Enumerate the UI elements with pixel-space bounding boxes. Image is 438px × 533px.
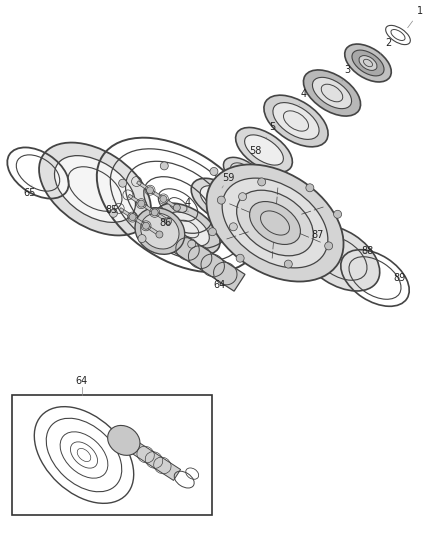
Text: 64: 64 bbox=[76, 376, 88, 386]
Ellipse shape bbox=[108, 425, 140, 455]
Polygon shape bbox=[128, 194, 141, 204]
Text: 85: 85 bbox=[106, 199, 118, 215]
Polygon shape bbox=[137, 181, 150, 191]
Circle shape bbox=[208, 228, 216, 236]
Text: 4: 4 bbox=[299, 89, 307, 104]
Ellipse shape bbox=[222, 178, 328, 268]
Circle shape bbox=[217, 196, 225, 204]
Circle shape bbox=[119, 179, 127, 187]
Text: 65: 65 bbox=[24, 185, 36, 198]
Ellipse shape bbox=[39, 142, 151, 236]
Polygon shape bbox=[133, 216, 146, 227]
Text: 88: 88 bbox=[362, 246, 374, 256]
Circle shape bbox=[146, 187, 153, 193]
Polygon shape bbox=[167, 231, 245, 291]
Text: 4: 4 bbox=[185, 198, 191, 212]
Circle shape bbox=[129, 214, 136, 221]
Circle shape bbox=[334, 210, 342, 219]
Text: 2: 2 bbox=[380, 38, 391, 55]
Text: 64: 64 bbox=[214, 275, 226, 290]
Ellipse shape bbox=[167, 212, 209, 246]
Ellipse shape bbox=[312, 77, 352, 109]
Text: 86: 86 bbox=[159, 218, 171, 228]
Bar bbox=[12, 395, 212, 515]
Circle shape bbox=[284, 260, 292, 268]
Text: 3: 3 bbox=[342, 65, 350, 81]
Polygon shape bbox=[127, 440, 180, 480]
Circle shape bbox=[306, 184, 314, 192]
Circle shape bbox=[160, 162, 168, 170]
Ellipse shape bbox=[54, 156, 135, 222]
Text: 1: 1 bbox=[408, 6, 423, 28]
Ellipse shape bbox=[304, 70, 360, 116]
Ellipse shape bbox=[223, 157, 262, 189]
Text: 5: 5 bbox=[266, 122, 275, 138]
Ellipse shape bbox=[273, 103, 319, 140]
Ellipse shape bbox=[200, 185, 236, 214]
Polygon shape bbox=[141, 203, 155, 213]
Polygon shape bbox=[150, 190, 163, 200]
Circle shape bbox=[110, 209, 117, 217]
Circle shape bbox=[325, 242, 333, 250]
Ellipse shape bbox=[250, 201, 300, 245]
Circle shape bbox=[165, 217, 172, 224]
Circle shape bbox=[142, 222, 149, 229]
Circle shape bbox=[239, 193, 247, 201]
Circle shape bbox=[236, 254, 244, 262]
Text: 59: 59 bbox=[222, 173, 234, 188]
Polygon shape bbox=[163, 198, 177, 208]
Ellipse shape bbox=[359, 55, 377, 70]
Text: 58: 58 bbox=[249, 146, 261, 163]
Circle shape bbox=[230, 223, 237, 231]
Circle shape bbox=[258, 178, 266, 186]
Ellipse shape bbox=[345, 44, 391, 82]
Ellipse shape bbox=[244, 135, 283, 165]
Ellipse shape bbox=[300, 225, 380, 291]
Text: 89: 89 bbox=[394, 273, 406, 283]
Ellipse shape bbox=[141, 213, 179, 249]
Text: 87: 87 bbox=[312, 230, 324, 240]
Circle shape bbox=[156, 231, 163, 238]
Circle shape bbox=[138, 200, 145, 207]
Ellipse shape bbox=[236, 127, 293, 173]
Ellipse shape bbox=[237, 190, 313, 256]
Circle shape bbox=[210, 167, 218, 175]
Polygon shape bbox=[119, 208, 133, 218]
Circle shape bbox=[173, 204, 180, 211]
Ellipse shape bbox=[156, 203, 220, 255]
Ellipse shape bbox=[206, 165, 343, 281]
Circle shape bbox=[188, 240, 196, 248]
Ellipse shape bbox=[352, 50, 384, 76]
Circle shape bbox=[151, 209, 158, 216]
Ellipse shape bbox=[264, 95, 328, 147]
Ellipse shape bbox=[135, 208, 185, 254]
Circle shape bbox=[138, 235, 146, 243]
Polygon shape bbox=[146, 225, 159, 235]
Polygon shape bbox=[155, 212, 168, 222]
Ellipse shape bbox=[191, 179, 245, 222]
Circle shape bbox=[160, 196, 167, 203]
